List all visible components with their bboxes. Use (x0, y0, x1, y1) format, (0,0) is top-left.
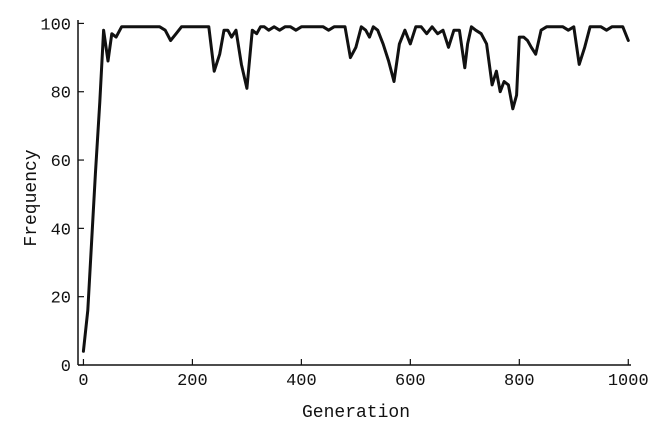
x-tick-label-0: 0 (78, 372, 88, 391)
y-tick-label-2: 40 (51, 221, 71, 240)
y-tick-labels: 0 20 40 60 80 100 (40, 16, 71, 377)
x-axis-label: Generation (302, 403, 410, 423)
x-tick-label-3: 600 (395, 372, 426, 391)
plot-frame (77, 20, 631, 366)
x-tick-labels: 0 200 400 600 800 1000 (78, 372, 648, 391)
x-tick-label-1: 200 (177, 372, 208, 391)
y-tick-label-5: 100 (40, 16, 71, 35)
x-tick-label-5: 1000 (608, 372, 649, 391)
y-tick-label-1: 20 (51, 290, 71, 309)
series-line (81, 25, 630, 353)
y-tick-label-4: 80 (51, 85, 71, 104)
y-tick-label-0: 0 (61, 358, 71, 377)
y-ticks (78, 22, 84, 366)
x-tick-label-4: 800 (504, 372, 535, 391)
x-ticks (82, 359, 629, 365)
y-tick-label-3: 60 (51, 153, 71, 172)
y-axis-label: Frequency (22, 149, 42, 246)
x-tick-label-2: 400 (286, 372, 317, 391)
